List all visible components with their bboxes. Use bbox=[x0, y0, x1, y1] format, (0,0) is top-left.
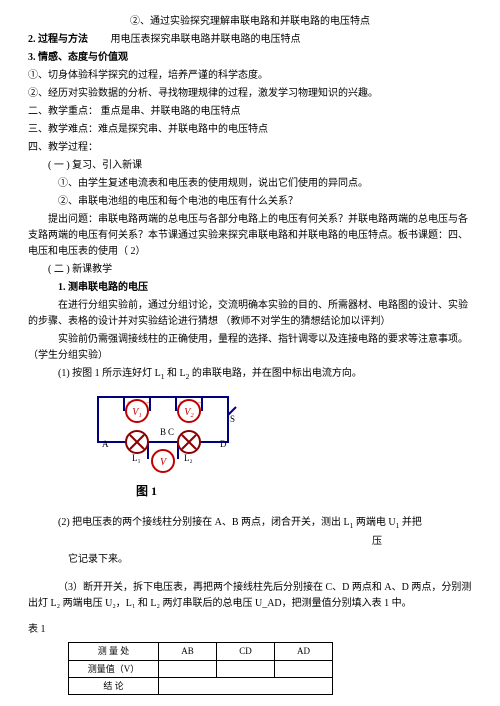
cell bbox=[159, 677, 333, 694]
svg-text:V₂: V₂ bbox=[184, 407, 194, 418]
svg-text:V₁: V₁ bbox=[132, 407, 142, 418]
cell: CD bbox=[217, 643, 275, 660]
row2-label: 测量值（V） bbox=[69, 660, 159, 677]
cell: AD bbox=[275, 643, 333, 660]
p3-2: ②、经历对实验数据的分析、寻找物理规律的过程，激发学习物理知识的兴趣。 bbox=[28, 86, 472, 102]
task3: （3）断开开关，拆下电压表，再把两个接线柱先后分别接在 C、D 两点和 A、D … bbox=[28, 580, 472, 612]
p3-1: ①、切身体验科学探究的过程，培养严谨的科学态度。 bbox=[28, 68, 472, 84]
table-row: 结 论 bbox=[69, 677, 333, 694]
row3-label: 结 论 bbox=[69, 677, 159, 694]
t2-pre: (2) 把电压表的两个接线柱分别接在 A、B 两点，闭合开关，测出 L bbox=[58, 517, 350, 528]
row1-label: 测 量 处 bbox=[69, 643, 159, 660]
p2-content: 用电压表探究串联电路并联电路的电压特点 bbox=[111, 34, 301, 45]
circuit-svg: V₁ V₂ + − + − V A B C D L₁ L₂ S bbox=[88, 387, 238, 482]
s2-1: 1. 测串联电路的电压 bbox=[28, 280, 472, 296]
sec3: 三、教学难点：难点是探究串、并联电路中的电压特点 bbox=[28, 122, 472, 138]
cell bbox=[275, 660, 333, 677]
svg-text:+: + bbox=[179, 399, 183, 407]
table-row: 测量值（V） bbox=[69, 660, 333, 677]
cell bbox=[159, 660, 217, 677]
s2-1-p1: 在进行分组实验前，通过分组讨论，交流明确本实验的目的、所需器材、电路图的设计、实… bbox=[28, 298, 472, 330]
t2-rec: 它记录下来。 bbox=[28, 552, 472, 568]
t1-c: 的串联电路，并在图中标出电流方向。 bbox=[192, 368, 362, 379]
t1-sub1: 1 bbox=[161, 372, 165, 381]
sec2: 二、教学重点： 重点是串、并联电路的电压特点 bbox=[28, 104, 472, 120]
t2-post: 两端电 U bbox=[356, 517, 396, 528]
t1-a: (1) 按图 1 所示连好灯 L bbox=[58, 368, 161, 379]
svg-text:L₁: L₁ bbox=[132, 453, 141, 463]
t1-b: 和 L bbox=[167, 368, 186, 379]
ask: 提出问题：串联电路两端的总电压与各部分电路上的电压有何关系？并联电路两端的总电压… bbox=[28, 212, 472, 260]
s2-1-p2: 实验前仍需强调接线柱的正确使用，量程的选择、指针调零以及连接电路的要求等注意事项… bbox=[28, 332, 472, 364]
s1: ( 一 ) 复习、引入新课 bbox=[28, 158, 472, 174]
p3: 3. 情感、态度与价值观 bbox=[28, 50, 472, 66]
svg-text:S: S bbox=[230, 414, 235, 424]
svg-text:B: B bbox=[160, 427, 166, 437]
table-row: 测 量 处 AB CD AD bbox=[69, 643, 333, 660]
s1-1: ①、由学生复述电流表和电压表的使用规则，说出它们使用的异同点。 bbox=[28, 176, 472, 192]
svg-text:+: + bbox=[127, 399, 131, 407]
task2: (2) 把电压表的两个接线柱分别接在 A、B 两点，闭合开关，测出 L1 两端电… bbox=[28, 515, 472, 532]
svg-text:A: A bbox=[102, 439, 109, 449]
measurement-table: 测 量 处 AB CD AD 测量值（V） 结 论 bbox=[68, 642, 333, 695]
t2-end: 并把 bbox=[402, 517, 422, 528]
figure-label: 图 1 bbox=[136, 482, 472, 501]
svg-text:−: − bbox=[146, 399, 150, 407]
svg-text:D: D bbox=[220, 439, 227, 449]
p2-label: 2. 过程与方法 bbox=[28, 34, 88, 45]
svg-text:L₂: L₂ bbox=[184, 453, 193, 463]
svg-text:−: − bbox=[198, 399, 202, 407]
cell bbox=[217, 660, 275, 677]
s2: ( 二 ) 新课教学 bbox=[28, 262, 472, 278]
svg-text:C: C bbox=[168, 427, 174, 437]
p2: 2. 过程与方法 用电压表探究串联电路并联电路的电压特点 bbox=[28, 32, 472, 48]
header-line: ②、通过实验探究理解串联电路和并联电路的电压特点 bbox=[28, 14, 472, 30]
task1: (1) 按图 1 所示连好灯 L1 和 L2 的串联电路，并在图中标出电流方向。 bbox=[28, 366, 472, 383]
sec4: 四、教学过程： bbox=[28, 140, 472, 156]
circuit-figure: V₁ V₂ + − + − V A B C D L₁ L₂ S 图 1 bbox=[88, 387, 472, 501]
cell: AB bbox=[159, 643, 217, 660]
table-label: 表 1 bbox=[28, 622, 472, 638]
t2-unit: 压 bbox=[28, 534, 472, 550]
s1-2: ②、串联电池组的电压和每个电池的电压有什么关系？ bbox=[28, 194, 472, 210]
t1-sub2: 2 bbox=[186, 372, 190, 381]
